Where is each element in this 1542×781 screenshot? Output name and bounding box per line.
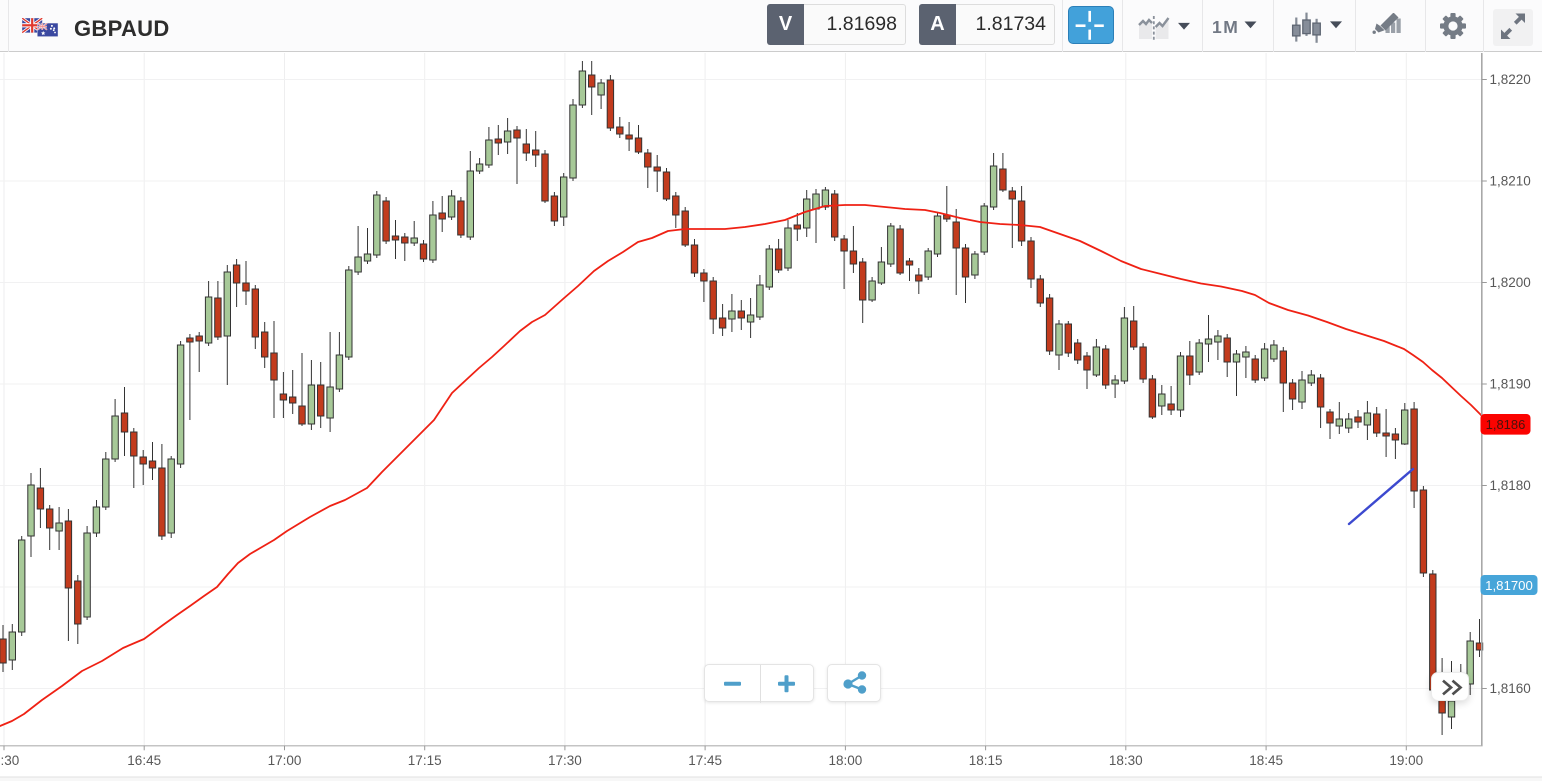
svg-text:1,8210: 1,8210 [1490,174,1531,189]
svg-text:18:00: 18:00 [829,753,863,768]
svg-text:17:15: 17:15 [408,753,442,768]
svg-text:17:00: 17:00 [268,753,302,768]
svg-text:1,8190: 1,8190 [1490,377,1531,392]
svg-text:1,8200: 1,8200 [1490,275,1531,290]
svg-text:18:15: 18:15 [969,753,1003,768]
svg-text:16:45: 16:45 [127,753,161,768]
svg-text:1,8180: 1,8180 [1490,478,1531,493]
svg-text:1,8186: 1,8186 [1486,417,1526,432]
svg-text:1,81700: 1,81700 [1485,578,1533,593]
svg-text:1,8220: 1,8220 [1490,72,1531,87]
svg-text:17:45: 17:45 [688,753,722,768]
svg-text::30: :30 [1,753,20,768]
svg-text:1,8160: 1,8160 [1490,681,1531,696]
svg-text:18:30: 18:30 [1109,753,1143,768]
svg-text:18:45: 18:45 [1249,753,1283,768]
svg-text:19:00: 19:00 [1389,753,1423,768]
svg-text:17:30: 17:30 [548,753,582,768]
